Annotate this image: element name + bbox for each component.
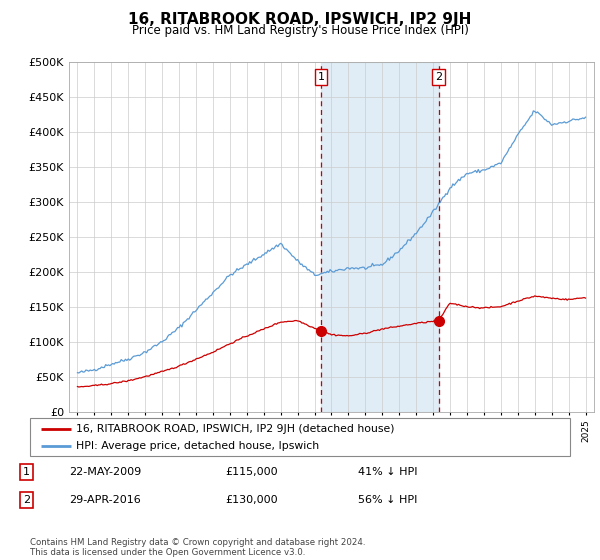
Text: 2: 2 [435,72,442,82]
Text: 56% ↓ HPI: 56% ↓ HPI [358,496,417,505]
Text: Contains HM Land Registry data © Crown copyright and database right 2024.
This d: Contains HM Land Registry data © Crown c… [30,538,365,557]
Text: 1: 1 [23,467,30,477]
Text: 1: 1 [317,72,325,82]
Text: £115,000: £115,000 [225,467,278,477]
Text: Price paid vs. HM Land Registry's House Price Index (HPI): Price paid vs. HM Land Registry's House … [131,24,469,36]
Text: 29-APR-2016: 29-APR-2016 [70,496,142,505]
Text: HPI: Average price, detached house, Ipswich: HPI: Average price, detached house, Ipsw… [76,441,319,451]
Text: 2: 2 [23,496,30,505]
Text: 41% ↓ HPI: 41% ↓ HPI [358,467,417,477]
Text: 22-MAY-2009: 22-MAY-2009 [70,467,142,477]
Bar [321,62,439,412]
FancyBboxPatch shape [30,418,570,456]
Text: 16, RITABROOK ROAD, IPSWICH, IP2 9JH: 16, RITABROOK ROAD, IPSWICH, IP2 9JH [128,12,472,27]
Text: 16, RITABROOK ROAD, IPSWICH, IP2 9JH (detached house): 16, RITABROOK ROAD, IPSWICH, IP2 9JH (de… [76,423,394,433]
Text: £130,000: £130,000 [225,496,278,505]
